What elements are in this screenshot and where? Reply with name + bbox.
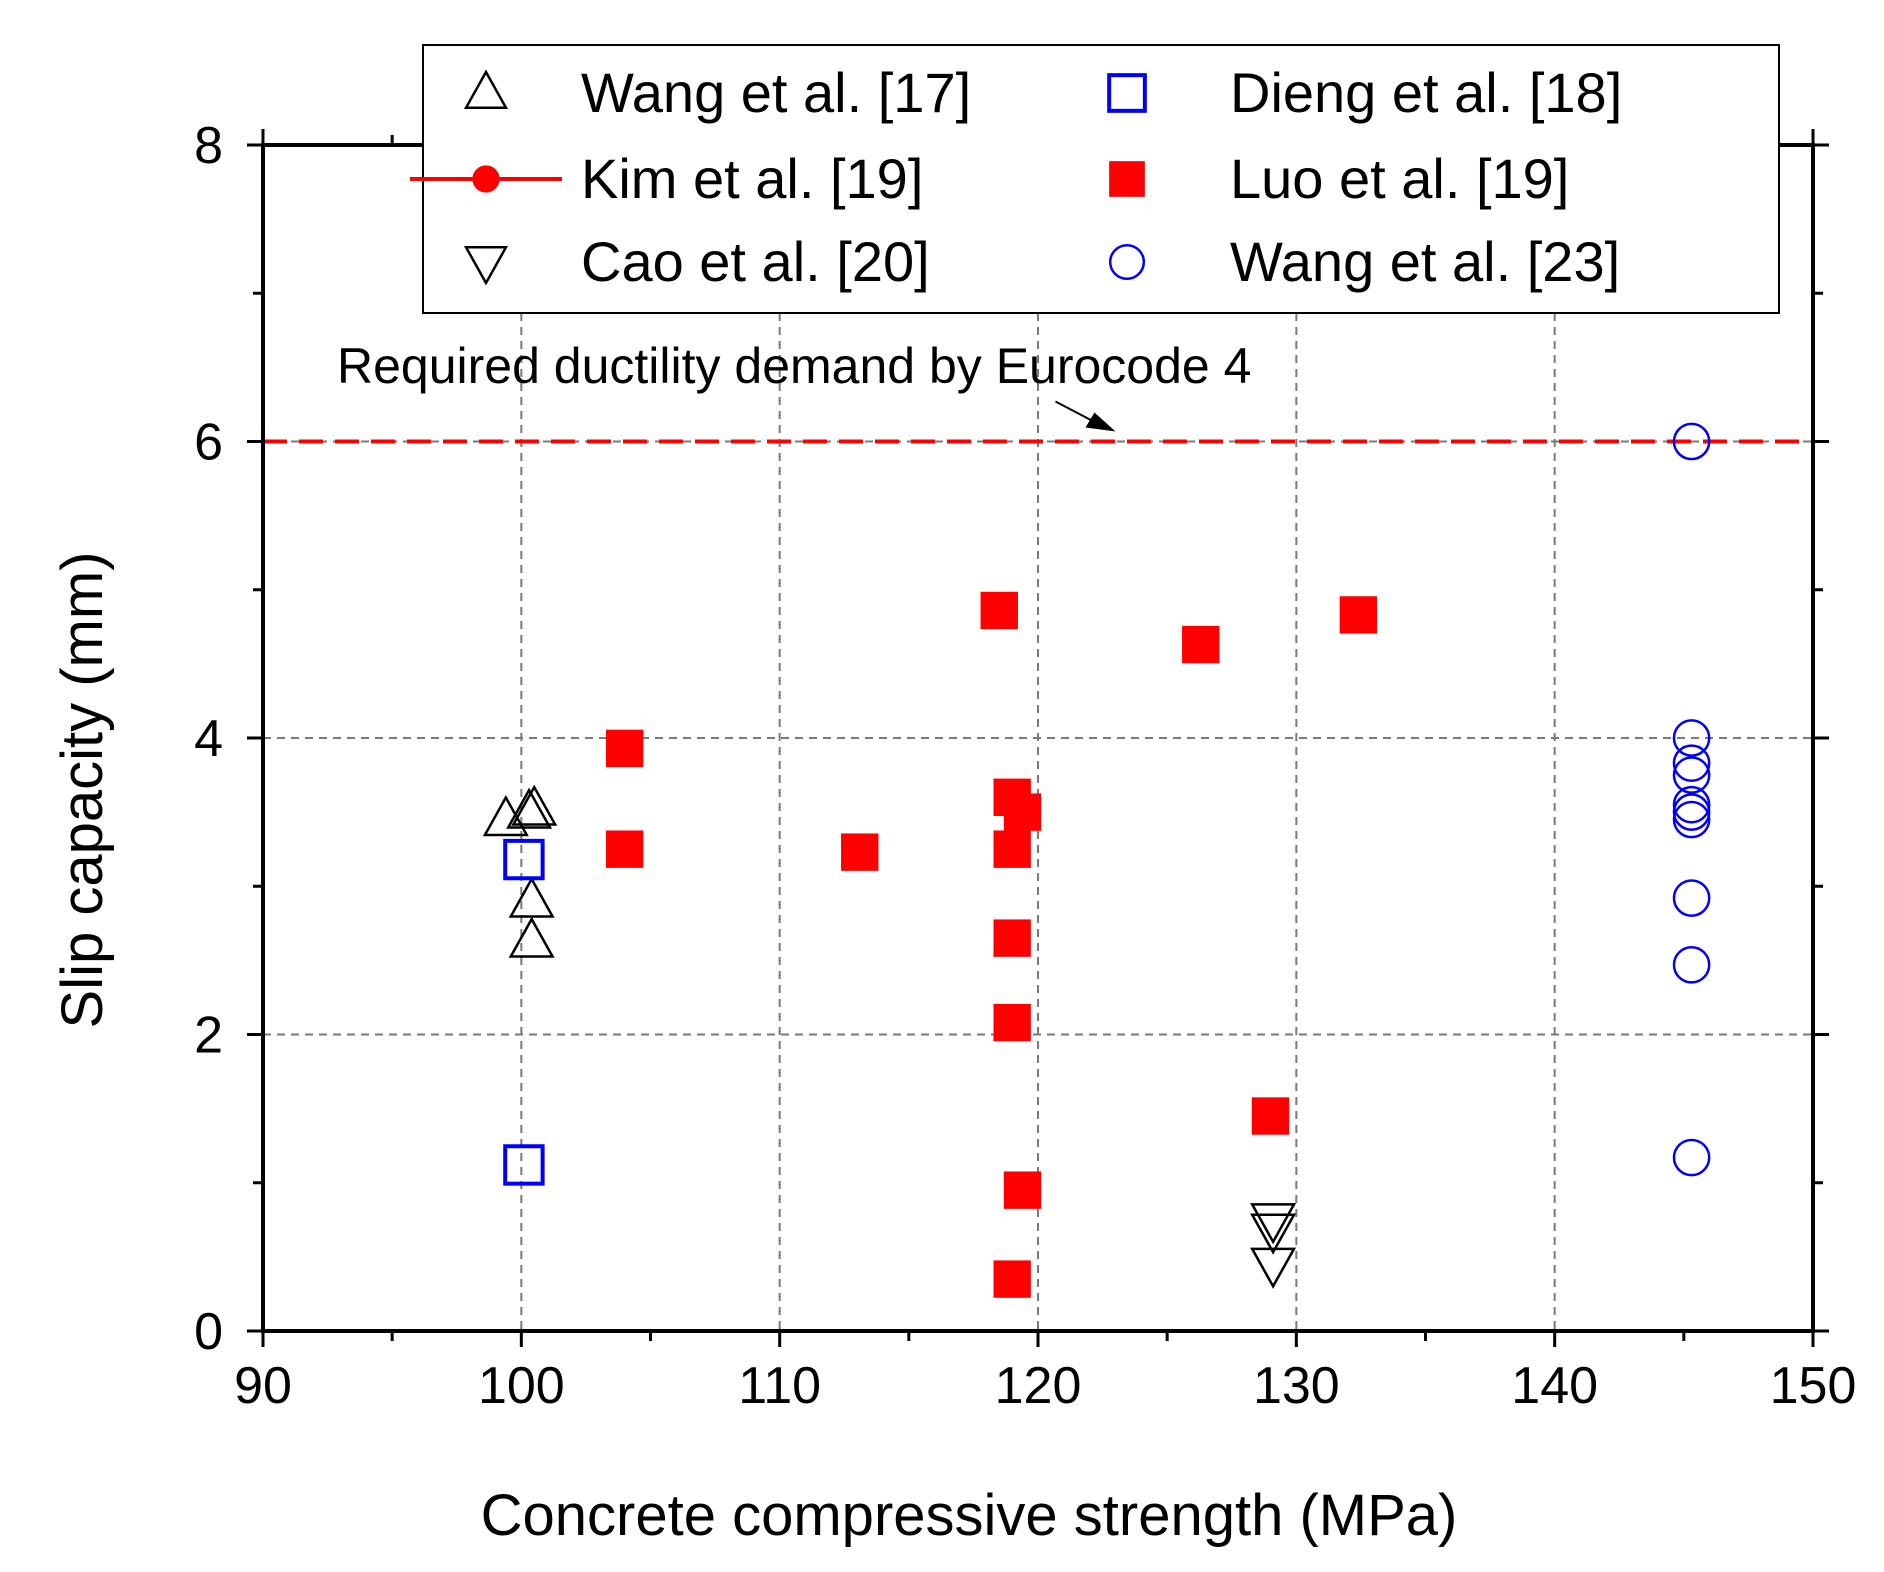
data-point — [1003, 793, 1042, 831]
data-point — [1672, 719, 1711, 757]
legend-item: Dieng et al. [18] — [1107, 61, 1622, 124]
x-tick-label: 90 — [234, 1357, 292, 1415]
data-point — [1672, 879, 1711, 917]
legend-marker — [463, 246, 509, 286]
data-point — [605, 729, 644, 768]
data-point — [482, 794, 529, 837]
y-tick-label: 8 — [194, 117, 223, 175]
data-point — [980, 591, 1018, 630]
y-axis-label: Slip capacity (mm) — [50, 552, 115, 1029]
data-point — [1250, 1247, 1297, 1289]
data-point — [1672, 800, 1711, 839]
data-point — [1672, 422, 1711, 461]
tick-labels: 90 100 110 120 130 140 150 0 2 4 6 8 — [194, 117, 1856, 1415]
annotation-arrow-head — [1085, 412, 1116, 432]
data-point — [993, 919, 1031, 957]
legend: Wang et al. [17] Dieng et al. [18] Kim et … — [410, 44, 1780, 314]
data-point — [841, 833, 879, 871]
legend-marker — [463, 69, 509, 109]
data-point — [508, 916, 555, 958]
data-point — [993, 1260, 1031, 1298]
data-point — [1672, 744, 1711, 783]
legend-label: Wang et al. [23] — [1230, 230, 1620, 293]
x-tick-label: 110 — [738, 1357, 821, 1415]
y-tick-label: 2 — [194, 1007, 223, 1065]
y-tick-label: 6 — [194, 414, 223, 472]
data-point — [1003, 1171, 1042, 1209]
legend-label: Kim et al. [19] — [581, 147, 923, 210]
legend-item: Luo et al. [19] — [1109, 147, 1569, 210]
data-point — [511, 784, 558, 826]
data-point — [1672, 785, 1711, 824]
x-tick-label: 120 — [995, 1357, 1082, 1415]
legend-label: Dieng et al. [18] — [1230, 61, 1622, 124]
data-point — [506, 787, 553, 829]
reference-line-group — [263, 400, 1813, 444]
grid-lines — [263, 145, 1813, 1331]
legend-box — [422, 44, 1780, 314]
reference-line-annotation: Required ductility demand by Eurocode 4 — [337, 338, 1251, 394]
data-point — [1672, 1138, 1711, 1177]
data-point — [508, 876, 555, 918]
data-point — [503, 838, 545, 881]
x-tick-label: 100 — [478, 1357, 565, 1415]
legend-item: Kim et al. [19] — [410, 147, 923, 210]
legend-item: Wang et al. [17] — [463, 61, 971, 124]
data-point — [993, 830, 1031, 868]
x-axis-label: Concrete compressive strength (MPa) — [481, 1483, 1458, 1548]
x-tick-label: 150 — [1770, 1357, 1857, 1415]
data-point — [1672, 945, 1711, 984]
data-point — [1672, 793, 1711, 831]
legend-dot — [472, 165, 500, 193]
data-point — [993, 1003, 1031, 1042]
data-point — [605, 830, 644, 868]
data-point — [1182, 625, 1220, 664]
legend-label: Wang et al. [17] — [581, 61, 971, 124]
x-tick-label: 140 — [1511, 1357, 1598, 1415]
data-point — [1339, 596, 1378, 634]
legend-label: Luo et al. [19] — [1230, 147, 1569, 210]
legend-item: Wang et al. [23] — [1108, 230, 1620, 293]
y-tick-label: 0 — [194, 1303, 223, 1361]
data-points — [482, 422, 1711, 1298]
data-point — [1250, 1203, 1297, 1245]
legend-item: Cao et al. [20] — [463, 230, 930, 293]
data-point — [503, 1144, 545, 1186]
legend-marker — [1108, 243, 1146, 281]
x-tick-label: 130 — [1253, 1357, 1340, 1415]
data-point — [1251, 1097, 1290, 1135]
legend-label: Cao et al. [20] — [581, 230, 930, 293]
y-tick-label: 4 — [194, 710, 223, 768]
legend-marker — [410, 165, 562, 193]
data-point — [1250, 1213, 1297, 1255]
legend-marker — [1107, 73, 1147, 113]
legend-marker — [1109, 161, 1145, 197]
data-point — [1672, 756, 1711, 794]
